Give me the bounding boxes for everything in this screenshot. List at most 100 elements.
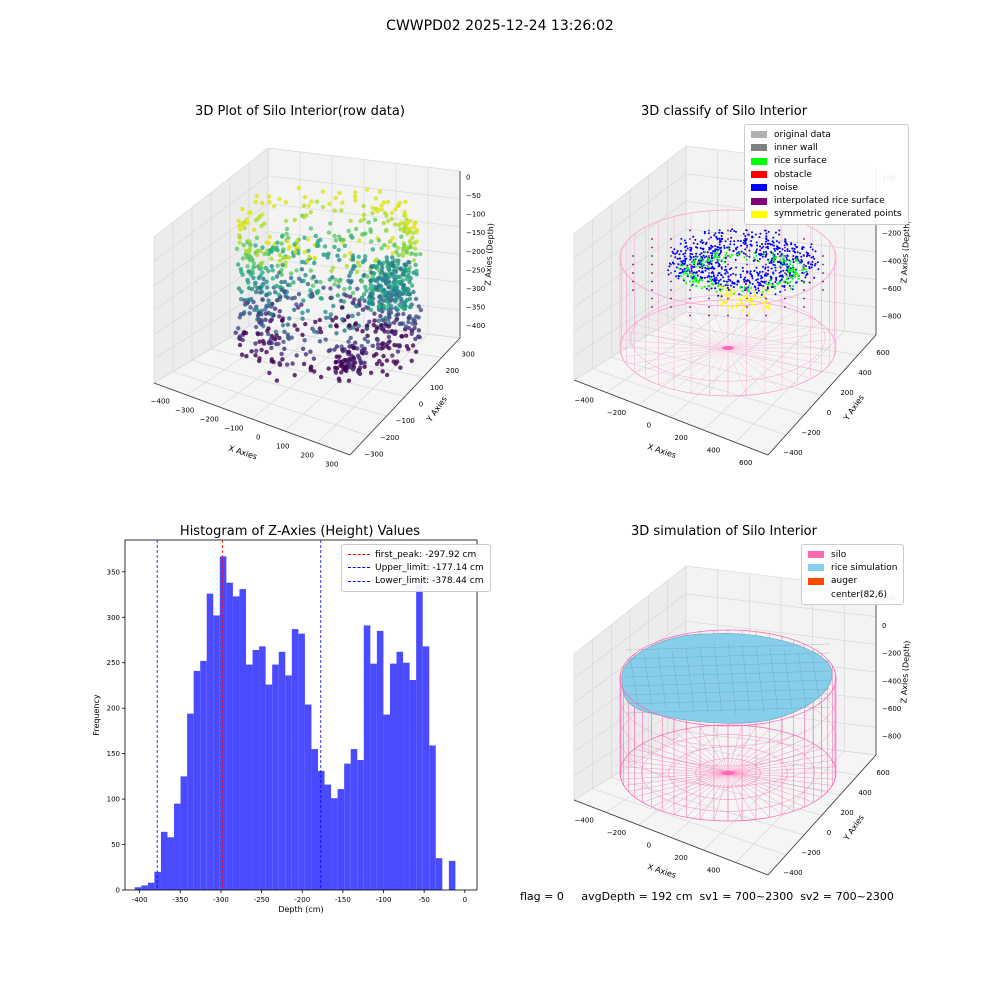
noise-point [722, 276, 724, 279]
panel3-title: Histogram of Z-Axies (Height) Values [179, 524, 421, 539]
silo-floor-spoke [709, 300, 729, 349]
point [282, 289, 287, 295]
noise-point [724, 265, 727, 268]
noise-point [720, 267, 723, 270]
noise-point [744, 248, 747, 251]
noise-point [724, 257, 727, 260]
silo-center-marker [722, 771, 734, 775]
point [374, 285, 380, 290]
legend-label: rice surface [774, 156, 827, 167]
noise-point [710, 252, 712, 255]
rice-surface-point [682, 278, 685, 281]
p2-z-tick-label: −600 [882, 285, 901, 293]
interpolated-point [803, 297, 805, 300]
point [260, 212, 265, 217]
noise-point [680, 260, 683, 263]
symmetric-point [763, 302, 766, 305]
p1-z-tick-label: −250 [466, 266, 485, 274]
point [301, 278, 306, 284]
point [250, 267, 255, 273]
noise-point [686, 264, 689, 267]
noise-point [748, 255, 751, 258]
point [240, 256, 246, 261]
p4-grid [685, 731, 877, 756]
noise-point [810, 266, 813, 269]
p4-z-tick-label: 0 [882, 622, 886, 630]
point [376, 259, 382, 264]
rice-surface-point [772, 258, 775, 261]
silo-floor-spoke [621, 339, 729, 349]
point [377, 294, 382, 300]
p2-x-tick-label: −400 [575, 396, 594, 404]
silo-floor-spoke [634, 772, 729, 798]
rice-surface-point [758, 260, 760, 263]
point [292, 373, 297, 378]
symmetric-point [752, 290, 756, 293]
point [260, 297, 265, 302]
point [241, 242, 246, 248]
point [256, 265, 262, 270]
point [362, 298, 367, 303]
point [328, 221, 333, 226]
noise-point [786, 258, 789, 261]
rice-surface-point [746, 287, 749, 290]
point [261, 341, 267, 346]
point [337, 378, 342, 383]
point [333, 315, 339, 320]
point [283, 260, 288, 265]
point [269, 249, 274, 254]
noise-point [755, 248, 758, 251]
point [398, 292, 404, 297]
noise-point [732, 249, 735, 252]
point [364, 326, 370, 331]
rice-surface-point [696, 256, 699, 259]
legend-item-noise: noise [751, 181, 902, 194]
point [236, 218, 241, 223]
noise-point [767, 247, 770, 250]
noise-point [816, 261, 819, 264]
noise-point [690, 247, 693, 249]
noise-point [735, 230, 737, 233]
rice-surface-point [786, 275, 789, 278]
point [406, 319, 411, 325]
noise-point [716, 261, 719, 264]
silo-floor-spoke [727, 347, 783, 390]
point [372, 311, 377, 316]
point [262, 251, 267, 257]
noise-point [781, 263, 784, 266]
rice-surface-point [715, 290, 718, 293]
rice-surface-point [685, 282, 688, 284]
rice-surface-point [750, 287, 753, 289]
noise-point [710, 254, 713, 257]
histogram-bar [193, 670, 201, 890]
point [294, 268, 299, 273]
raw-data-3d-plot: −400−300−200−10001002003003002001000−100… [151, 147, 496, 469]
legend-label: first_peak: -297.92 cm [375, 549, 477, 560]
noise-point [745, 239, 748, 242]
point [336, 247, 341, 253]
point [280, 249, 286, 254]
noise-point [682, 259, 685, 262]
rice-surface-point [679, 263, 682, 266]
point [328, 286, 333, 291]
noise-point [779, 266, 782, 269]
point [268, 337, 274, 342]
point [390, 251, 396, 256]
noise-point [723, 247, 726, 249]
noise-point [774, 266, 777, 269]
noise-point [773, 264, 776, 267]
point [374, 361, 380, 367]
point [397, 343, 402, 348]
point [401, 229, 407, 234]
noise-point [778, 271, 781, 274]
noise-point [696, 274, 699, 277]
point [392, 243, 397, 248]
interpolated-point [727, 263, 729, 266]
p2-x-axis-label: X Axies [646, 442, 677, 460]
rice-surface-point [794, 267, 797, 270]
rice-surface-point [753, 252, 756, 254]
interpolated-point [784, 306, 786, 308]
point [249, 349, 254, 354]
p2-z-tick-label: −200 [882, 230, 901, 238]
histogram-bar [167, 837, 175, 890]
